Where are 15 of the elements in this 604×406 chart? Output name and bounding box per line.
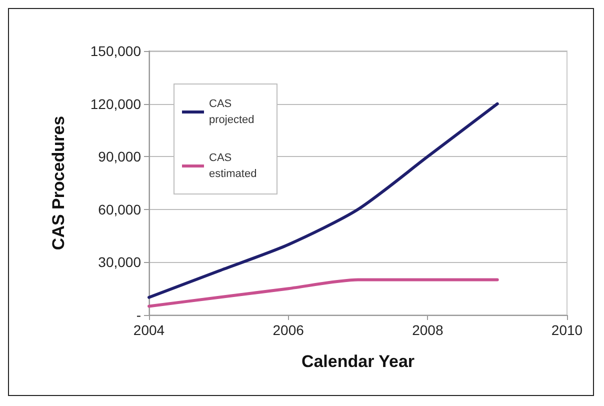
- y-tick-label: 90,000: [98, 148, 142, 165]
- x-axis-title: Calendar Year: [301, 352, 415, 371]
- y-tick-label: 60,000: [98, 201, 142, 218]
- x-tick-label: 2010: [551, 322, 583, 338]
- line-series: [148, 278, 499, 308]
- legend-label: CAS estimated: [209, 152, 257, 180]
- y-tick-label: -: [136, 307, 142, 323]
- y-tick-label: 30,000: [98, 254, 142, 270]
- x-tick-label: 2008: [412, 322, 444, 338]
- x-tick-label: 2006: [272, 322, 304, 338]
- y-tick-label: 150,000: [90, 43, 142, 59]
- x-tick-label: 2004: [133, 322, 165, 338]
- legend-label: CAS projected: [209, 98, 254, 126]
- y-axis-title: CAS Procedures: [49, 116, 68, 250]
- y-tick-label: 120,000: [90, 96, 142, 112]
